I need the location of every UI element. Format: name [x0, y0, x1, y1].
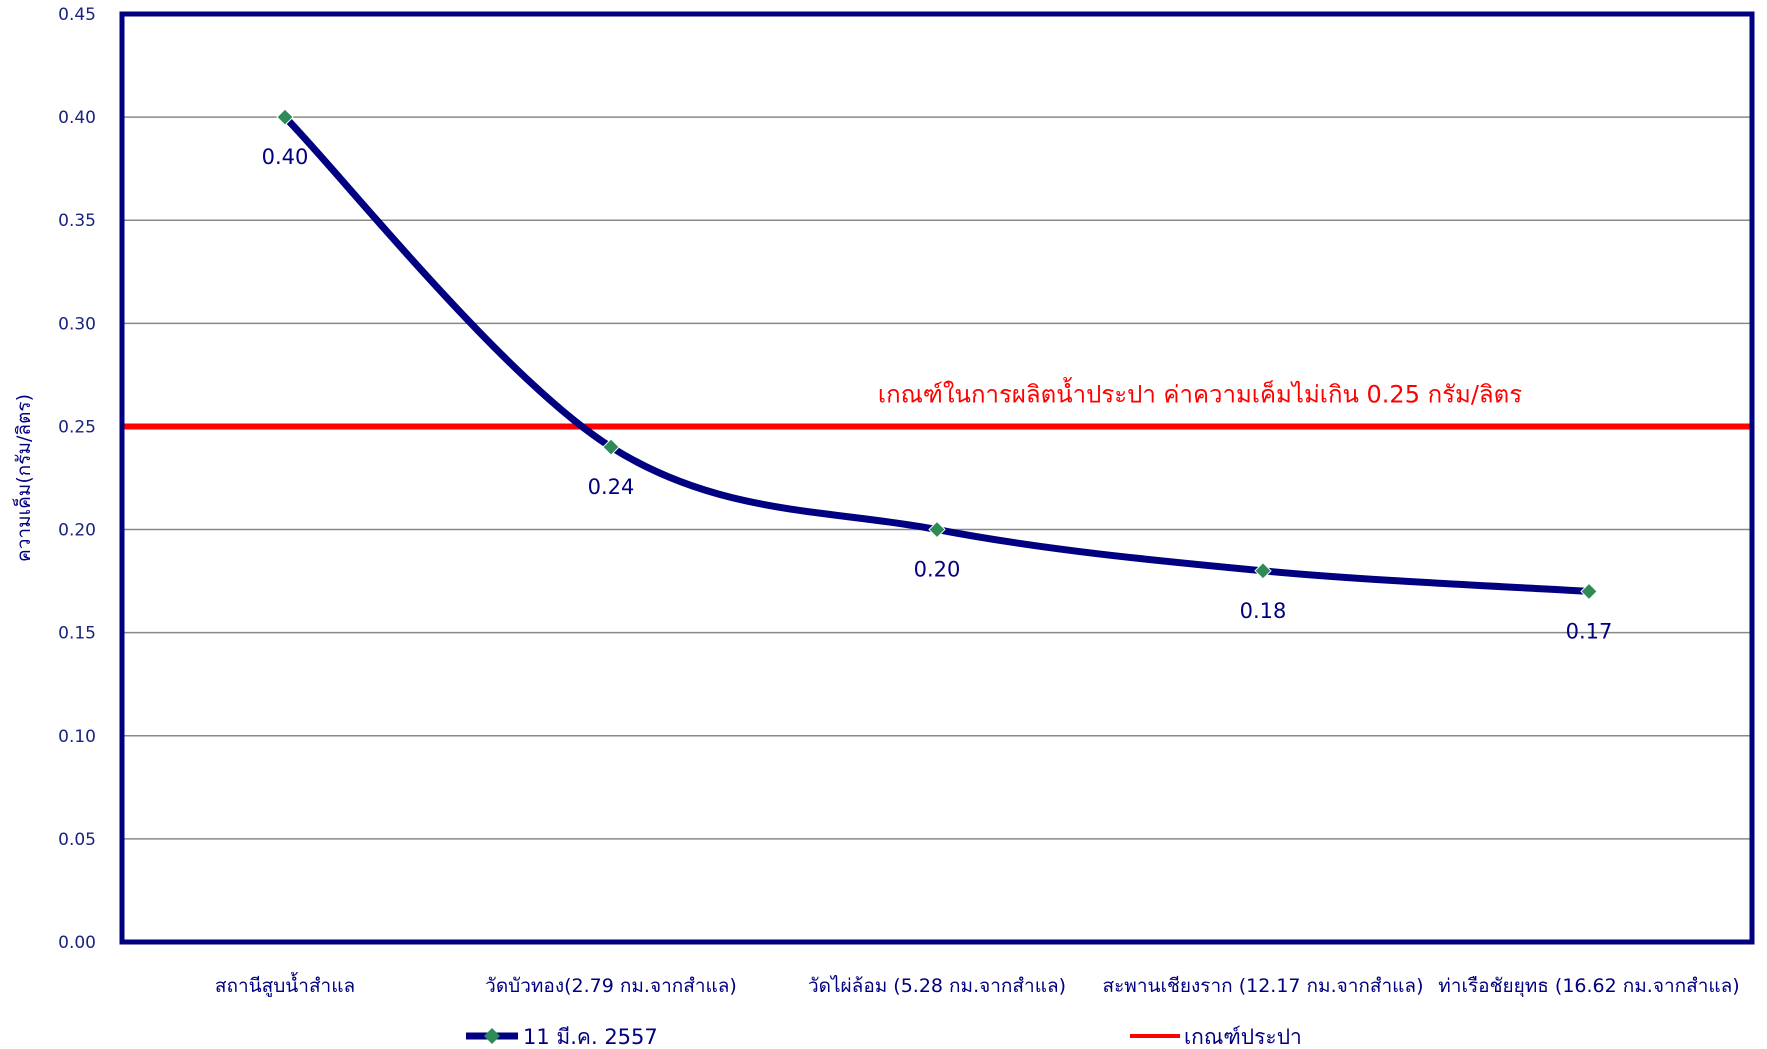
y-tick-label: 0.35 — [58, 211, 96, 231]
threshold-annotation: เกณฑ์ในการผลิตน้ำประปา ค่าความเค็มไม่เกิ… — [878, 376, 1522, 408]
data-point-marker — [602, 438, 620, 456]
series-layer: 0.40 0.24 0.20 0.18 0.17 — [262, 108, 1613, 643]
y-axis-label: ความเค็ม(กรัม/ลิตร) — [11, 394, 35, 562]
y-tick-label: 0.10 — [58, 727, 96, 747]
legend-series-label: 11 มี.ค. 2557 — [523, 1025, 658, 1049]
y-tick-label: 0.30 — [58, 314, 96, 334]
data-label: 0.18 — [1240, 599, 1287, 623]
data-label: 0.20 — [914, 558, 961, 582]
data-point-marker — [928, 520, 946, 539]
y-tick-label: 0.00 — [58, 933, 96, 953]
y-tick-label: 0.45 — [58, 5, 96, 25]
x-tick-label: วัดไผ่ล้อม (5.28 กม.จากสำแล) — [808, 975, 1066, 997]
legend-series-marker — [484, 1028, 500, 1044]
data-point-marker — [1254, 562, 1272, 580]
legend-threshold-label: เกณฑ์ประปา — [1184, 1025, 1302, 1049]
grid-lines — [122, 13, 1752, 943]
data-point-marker — [276, 108, 294, 126]
data-label: 0.24 — [588, 475, 635, 499]
x-tick-label: สถานีสูบน้ำสำแล — [215, 972, 355, 997]
y-tick-label: 0.05 — [58, 830, 96, 850]
x-axis-ticks: สถานีสูบน้ำสำแล วัดบัวทอง(2.79 กม.จากสำแล… — [215, 972, 1740, 998]
plot-area-border — [119, 11, 1755, 945]
x-tick-label: ท่าเรือชัยยุทธ (16.62 กม.จากสำแล) — [1438, 975, 1739, 998]
legend: 11 มี.ค. 2557 เกณฑ์ประปา — [466, 1025, 1302, 1049]
y-tick-label: 0.25 — [58, 417, 96, 437]
x-tick-label: วัดบัวทอง(2.79 กม.จากสำแล) — [485, 975, 737, 997]
y-tick-label: 0.40 — [58, 108, 96, 128]
y-tick-label: 0.20 — [58, 521, 96, 541]
data-label: 0.40 — [262, 145, 309, 169]
x-tick-label: สะพานเชียงราก (12.17 กม.จากสำแล) — [1103, 975, 1424, 997]
data-label: 0.17 — [1566, 619, 1613, 643]
series-line — [281, 113, 1593, 595]
legend-item-threshold: เกณฑ์ประปา — [1130, 1025, 1302, 1049]
y-axis-ticks: 0.00 0.05 0.10 0.15 0.20 0.25 0.30 0.35 0.40 0.45 — [58, 5, 96, 953]
data-point-marker — [1580, 582, 1598, 601]
y-tick-label: 0.15 — [58, 624, 96, 644]
legend-item-series: 11 มี.ค. 2557 — [466, 1025, 658, 1049]
